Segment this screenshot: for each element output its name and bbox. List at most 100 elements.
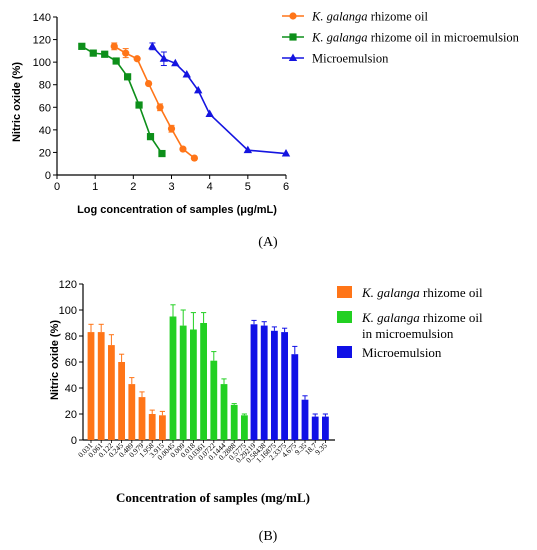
chart-a-series-2-point [148, 41, 157, 50]
chart-a-series-2-point [182, 70, 191, 78]
chart-a-x-tick-label: 5 [245, 181, 251, 193]
chart-b-bar-0 [97, 332, 105, 440]
legend-label-text: Microemulsion [362, 345, 442, 360]
chart-a-x-tick-label: 1 [92, 181, 98, 193]
chart-b-legend-label-0: K. galanga rhizome oil [361, 285, 483, 300]
chart-a-series-0-point [167, 125, 176, 133]
chart-a-series-1-point [89, 49, 97, 57]
chart-a-x-tick-label: 2 [130, 181, 136, 193]
legend-label-text: rhizome oil in microemulsion [368, 31, 520, 45]
chart-b-bar-2 [260, 325, 268, 440]
chart-a-legend-marker-0 [289, 12, 297, 20]
chart-b-bar-1 [241, 415, 248, 440]
chart-a-series-2-line [151, 45, 287, 155]
chart-a-series-1-point [146, 133, 155, 141]
chart-b-panel-label: (B) [259, 529, 278, 544]
chart-a-y-tick-label: 140 [33, 12, 51, 24]
chart-b-bar-1 [230, 404, 238, 440]
legend-label-text: rhizome oil [420, 310, 483, 325]
chart-a-y-tick-label: 60 [39, 102, 51, 114]
chart-b-y-axis-label: Nitric oxide (%) [49, 320, 61, 400]
legend-label-text: rhizome oil [420, 285, 483, 300]
chart-b-bar-0 [159, 415, 166, 440]
legend-label-text: rhizome oil [368, 10, 429, 24]
chart-b-bar-2 [311, 416, 319, 440]
chart-a-y-tick-label: 100 [33, 57, 51, 69]
chart-b-legend-swatch-1 [337, 311, 352, 323]
chart-b-bar-2 [322, 416, 329, 440]
legend-label-italic: K. galanga [361, 285, 420, 300]
chart-a-y-tick-label: 80 [39, 80, 51, 92]
chart-a-x-tick-label: 0 [54, 181, 60, 193]
chart-b-bar-1 [210, 360, 218, 440]
chart-a-series-1-point [158, 149, 166, 158]
chart-a-series-0-point [133, 55, 141, 63]
chart-b-y-tick-label: 80 [65, 331, 77, 343]
chart-b-bar-2 [301, 399, 309, 440]
chart-a-series-2-point [205, 109, 214, 118]
chart-a-series-1-point [135, 101, 143, 109]
chart-a-legend-marker-2 [288, 53, 298, 61]
chart-a-series-2-point [171, 58, 180, 67]
chart-b-y-tick-label: 40 [65, 383, 77, 395]
legend-label-text: Microemulsion [312, 52, 389, 66]
chart-a-series-2-point [243, 145, 253, 154]
chart-b-bar-2 [250, 324, 258, 440]
chart-a-series-1-point [78, 42, 86, 50]
chart-b-legend-label-2: Microemulsion [362, 345, 442, 360]
legend-label-italic: K. galanga [311, 10, 368, 24]
chart-b-bar-1 [179, 325, 187, 440]
chart-b-bar-2 [271, 330, 278, 440]
chart-a-series-0-point [122, 49, 130, 57]
chart-a-x-tick-label: 6 [283, 181, 289, 193]
chart-a-panel-label: (A) [258, 235, 278, 250]
legend-label-italic: K. galanga [311, 31, 368, 45]
chart-a-series-0-point [145, 79, 153, 88]
chart-b-bar-1 [220, 384, 228, 440]
chart-a-series-0-point [179, 145, 187, 153]
chart-a-x-tick-label: 3 [168, 181, 174, 193]
chart-a-series-1-point [101, 50, 109, 58]
chart-b-bar-1 [200, 323, 207, 440]
chart-b-bar-0 [138, 397, 146, 440]
chart-b-y-tick-label: 120 [59, 279, 77, 291]
chart-b-y-tick-label: 60 [65, 357, 77, 369]
chart-a-series-2-point [281, 149, 291, 157]
chart-b-y-tick-label: 0 [71, 435, 77, 447]
chart-b-y-tick-label: 100 [59, 305, 77, 317]
chart-b-bar-1 [169, 316, 177, 440]
chart-b-legend-label-1-line2: in microemulsion [362, 326, 454, 341]
chart-b-bar-2 [281, 332, 288, 440]
chart-b-bar-0 [128, 384, 136, 440]
chart-a-x-axis-label: Log concentration of samples (μg/mL) [77, 204, 277, 216]
chart-b-bar-0 [148, 414, 156, 440]
chart-a-series-1-point [124, 73, 132, 81]
chart-a-y-tick-label: 40 [39, 125, 51, 137]
chart-b: 0204060801001200.0310.0610.1220.2450.489… [49, 279, 483, 544]
chart-a: 0 20 40 60 80 100 120 140 0 1 2 3 4 5 6 Nitric oxide (… [11, 10, 520, 251]
chart-a-series-2-point [159, 54, 169, 62]
chart-a-series-0-point [156, 103, 164, 111]
chart-b-legend-label-1: K. galanga rhizome oil [361, 310, 483, 325]
chart-a-y-tick-label: 20 [39, 147, 51, 159]
chart-b-y-tick-label: 20 [65, 409, 77, 421]
chart-a-legend-marker-1 [289, 33, 297, 41]
chart-a-series-0-point [110, 42, 118, 50]
chart-a-y-axis-label: Nitric oxide (%) [11, 62, 23, 142]
chart-b-plot-area: 0204060801001200.0310.0610.1220.2450.489… [59, 279, 335, 465]
chart-a-legend-label-0: K. galanga rhizome oil [311, 10, 428, 24]
chart-a-y-tick-label: 120 [33, 35, 51, 47]
chart-a-series-1-point [112, 57, 120, 65]
legend-label-italic: K. galanga [361, 310, 420, 325]
chart-b-bar-1 [190, 329, 197, 440]
chart-b-legend-swatch-0 [337, 286, 352, 298]
chart-a-series-0-point [190, 154, 198, 162]
chart-b-legend-swatch-2 [337, 346, 352, 358]
chart-b-x-axis-label: Concentration of samples (mg/mL) [116, 490, 310, 505]
chart-b-bar-0 [108, 345, 115, 440]
chart-a-legend-label-2: Microemulsion [312, 52, 389, 66]
chart-b-x-tick-label: 9.35 [313, 441, 329, 457]
